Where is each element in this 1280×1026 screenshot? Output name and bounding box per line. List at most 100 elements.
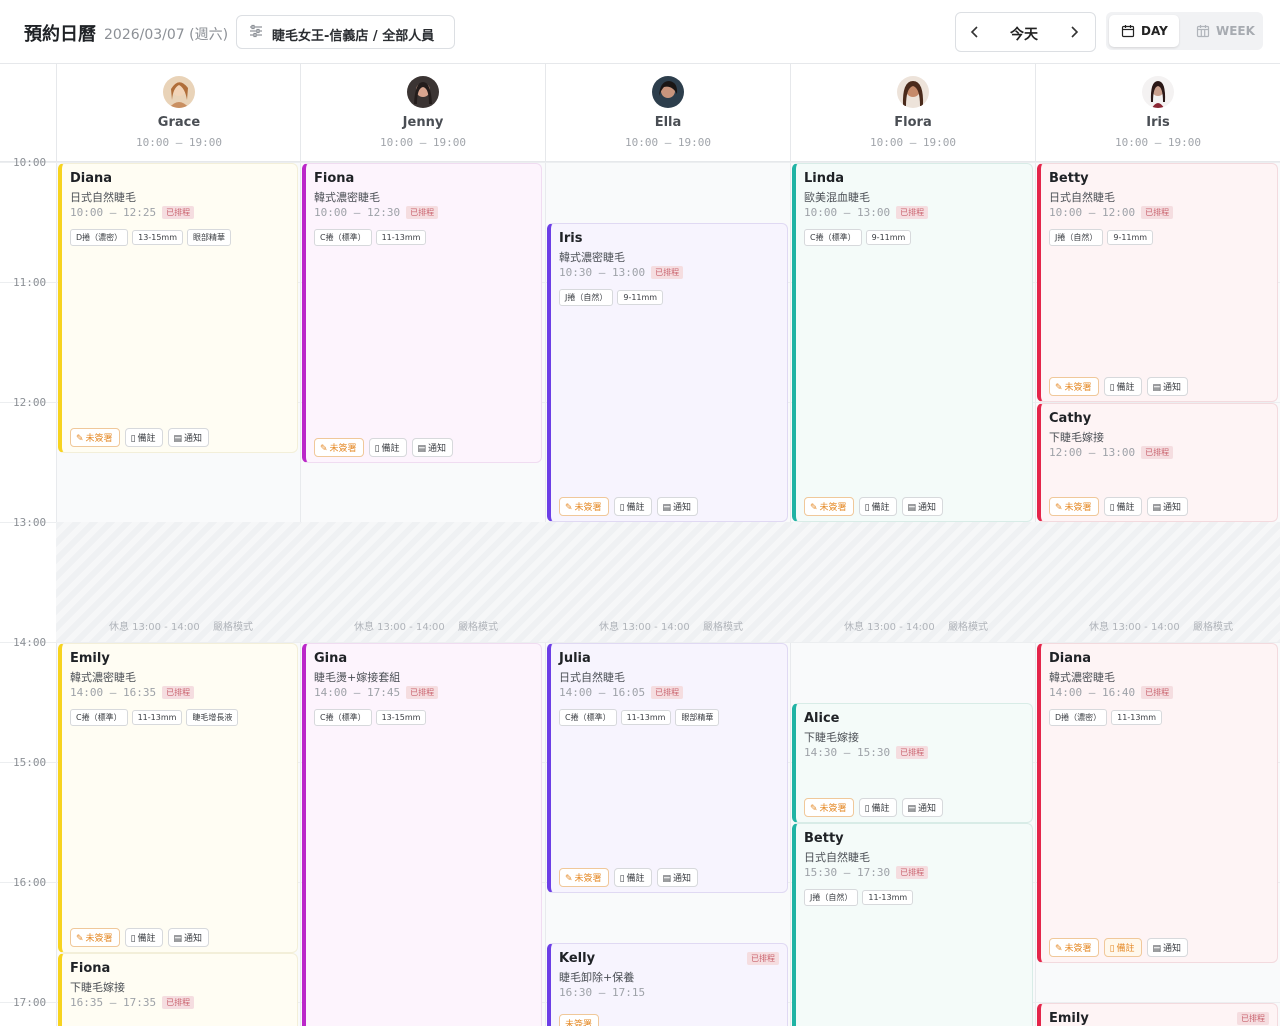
appointment-time: 14:00 – 17:45 已排程 bbox=[314, 686, 439, 699]
message-icon: ▤ bbox=[1152, 503, 1162, 513]
sign-button[interactable]: ✎ 未簽署 bbox=[70, 428, 120, 447]
length-tag: 9-11mm bbox=[865, 230, 912, 245]
sign-button[interactable]: ✎ 未簽署 bbox=[559, 868, 609, 887]
time-range: 10:00 – 12:00 bbox=[1049, 206, 1136, 219]
appointment-actions: ✎ 未簽署 ▯ 備註 ▤ 通知 bbox=[804, 796, 948, 817]
appointment-actions: ✎ 未簽署 ▯ 備註 ▤ 通知 bbox=[1049, 936, 1193, 957]
time-range: 10:00 – 12:30 bbox=[314, 206, 401, 219]
time-label: 13:00 bbox=[13, 516, 47, 529]
appointment-card[interactable]: Alice 下睫毛嫁接 14:30 – 15:30 已排程 ✎ 未簽署 ▯ 備註 ▤ 通知 bbox=[792, 703, 1033, 823]
sign-button[interactable]: ✎ 未簽署 bbox=[1049, 377, 1099, 396]
notify-button[interactable]: ▤ 通知 bbox=[656, 497, 699, 516]
note-button[interactable]: ▯ 備註 bbox=[1103, 497, 1142, 516]
appointment-card[interactable]: Julia 日式自然睫毛 14:00 – 16:05 已排程 C捲（標準） 11-1… bbox=[547, 643, 788, 893]
note-button[interactable]: ▯ 備註 bbox=[1103, 377, 1142, 396]
time-label: 11:00 bbox=[13, 276, 47, 289]
sign-button[interactable]: ✎ 未簽署 bbox=[804, 497, 854, 516]
notify-button[interactable]: ▤ 通知 bbox=[167, 928, 210, 947]
appointment-time: 14:00 – 16:40 已排程 bbox=[1049, 686, 1174, 699]
customer-name: Alice bbox=[804, 711, 840, 726]
appointment-card[interactable]: Cathy 下睫毛嫁接 12:00 – 13:00 已排程 ✎ 未簽署 ▯ 備註 ▤ 通知 bbox=[1037, 403, 1278, 522]
notify-button[interactable]: ▤ 通知 bbox=[411, 438, 454, 457]
appointment-card[interactable]: Emily 韓式濃密睫毛 14:00 – 16:35 已排程 C捲（標準） 11-1… bbox=[58, 643, 298, 953]
status-badge: 已排程 bbox=[162, 686, 195, 699]
notify-button[interactable]: ▤ 通知 bbox=[1146, 377, 1189, 396]
appointment-card[interactable]: Fiona 下睫毛嫁接 16:35 – 17:35 已排程 bbox=[58, 953, 298, 1026]
note-label: 備註 bbox=[137, 934, 156, 944]
curl-tag: J捲（自然） bbox=[804, 889, 859, 906]
appointment-card[interactable]: Diana 日式自然睫毛 10:00 – 12:25 已排程 D捲（濃密） 13-1… bbox=[58, 163, 298, 453]
sign-button[interactable]: ✎ 未簽署 bbox=[1049, 938, 1099, 957]
message-icon: ▤ bbox=[417, 444, 427, 454]
staff-column-header[interactable]: Flora 10:00 – 19:00 bbox=[790, 64, 1035, 162]
appointment-card[interactable]: Diana 韓式濃密睫毛 14:00 – 16:40 已排程 D捲（濃密） 11-1… bbox=[1037, 643, 1278, 963]
filter-sliders-icon bbox=[250, 24, 262, 38]
note-button[interactable]: ▯ 備註 bbox=[613, 497, 652, 516]
time-range: 14:00 – 17:45 bbox=[314, 686, 401, 699]
sign-button[interactable]: ✎ 未簽署 bbox=[70, 928, 120, 947]
note-button[interactable]: ▯ 備註 bbox=[368, 438, 407, 457]
status-badge: 已排程 bbox=[406, 206, 439, 219]
staff-column-header[interactable]: Ella 10:00 – 19:00 bbox=[545, 64, 790, 162]
note-button[interactable]: ▯ 備註 bbox=[613, 868, 652, 887]
note-button[interactable]: ▯ 備註 bbox=[858, 497, 897, 516]
notify-button[interactable]: ▤ 通知 bbox=[167, 428, 210, 447]
notify-button[interactable]: ▤ 通知 bbox=[1146, 938, 1189, 957]
status-badge: 已排程 bbox=[651, 266, 684, 279]
note-icon: ▯ bbox=[130, 434, 136, 444]
service-name: 下睫毛嫁接 bbox=[70, 981, 125, 994]
notify-button[interactable]: ▤ 通知 bbox=[656, 868, 699, 887]
unsigned-badge[interactable]: 未簽署 bbox=[559, 1014, 600, 1026]
note-button[interactable]: ▯ 備註 bbox=[1103, 938, 1142, 957]
schedule-grid: 休息 13:00 - 14:00 嚴格模式 休息 13:00 - 14:00 嚴… bbox=[0, 156, 1280, 1026]
appointment-card[interactable]: Iris 韓式濃密睫毛 10:30 – 13:00 已排程 J捲（自然） 9-11m… bbox=[547, 223, 788, 522]
staff-column-header[interactable]: Iris 10:00 – 19:00 bbox=[1035, 64, 1280, 162]
tab-week[interactable]: WEEK bbox=[1184, 15, 1260, 47]
time-label: 10:00 bbox=[13, 156, 47, 169]
sign-button[interactable]: ✎ 未簽署 bbox=[1049, 497, 1099, 516]
staff-name: Jenny bbox=[402, 115, 444, 130]
note-button[interactable]: ▯ 備註 bbox=[124, 928, 163, 947]
tag-list: C捲（標準） 13-15mm bbox=[314, 705, 430, 726]
note-icon: ▯ bbox=[374, 444, 380, 454]
status-badge: 已排程 bbox=[1141, 446, 1174, 459]
notify-button[interactable]: ▤ 通知 bbox=[1146, 497, 1189, 516]
tab-day[interactable]: DAY bbox=[1109, 15, 1179, 47]
sign-button[interactable]: ✎ 未簽署 bbox=[314, 438, 364, 457]
pen-icon: ✎ bbox=[810, 503, 818, 513]
customer-name: Fiona bbox=[314, 171, 355, 186]
notify-label: 通知 bbox=[673, 503, 692, 513]
status-badge: 已排程 bbox=[162, 996, 195, 1009]
store-staff-filter-button[interactable]: 睫毛女王-信義店 / 全部人員 bbox=[236, 15, 455, 49]
hour-line bbox=[0, 162, 1280, 163]
staff-column-header[interactable]: Grace 10:00 – 19:00 bbox=[56, 64, 301, 162]
notify-button[interactable]: ▤ 通知 bbox=[901, 798, 944, 817]
time-range: 14:30 – 15:30 bbox=[804, 746, 891, 759]
length-tag: 11-13mm bbox=[1111, 710, 1163, 725]
notify-button[interactable]: ▤ 通知 bbox=[901, 497, 944, 516]
sign-button[interactable]: ✎ 未簽署 bbox=[804, 798, 854, 817]
appointment-card[interactable]: Fiona 韓式濃密睫毛 10:00 – 12:30 已排程 C捲（標準） 11-1… bbox=[302, 163, 542, 463]
sign-button[interactable]: ✎ 未簽署 bbox=[559, 497, 609, 516]
appointment-card[interactable]: Betty 日式自然睫毛 10:00 – 12:00 已排程 J捲（自然） 9-11… bbox=[1037, 163, 1278, 402]
notify-label: 通知 bbox=[184, 934, 203, 944]
break-label: 休息 13:00 - 14:00 bbox=[844, 622, 935, 633]
appointment-time: 10:30 – 13:00 已排程 bbox=[559, 266, 684, 279]
today-button[interactable]: 今天 bbox=[1010, 27, 1038, 43]
chevron-right-icon[interactable] bbox=[1065, 23, 1083, 41]
pen-icon: ✎ bbox=[810, 804, 818, 814]
note-button[interactable]: ▯ 備註 bbox=[124, 428, 163, 447]
chevron-left-icon[interactable] bbox=[966, 23, 984, 41]
appointment-card[interactable]: Betty 日式自然睫毛 15:30 – 17:30 已排程 J捲（自然） 11-1… bbox=[792, 823, 1033, 1026]
note-button[interactable]: ▯ 備註 bbox=[858, 798, 897, 817]
customer-name: Betty bbox=[804, 831, 844, 846]
appointment-card[interactable]: Gina 睫毛燙+嫁接套組 14:00 – 17:45 已排程 C捲（標準） 13-… bbox=[302, 643, 542, 1026]
sign-label: 未簽署 bbox=[85, 934, 113, 944]
hour-line bbox=[0, 642, 1280, 643]
appointment-card[interactable]: Kelly 已排程 睫毛卸除+保養 16:30 – 17:15 未簽署 bbox=[547, 943, 788, 1026]
staff-column-header[interactable]: Jenny 10:00 – 19:00 bbox=[300, 64, 545, 162]
appointment-card[interactable]: Linda 歐美混血睫毛 10:00 – 13:00 已排程 C捲（標準） 9-11… bbox=[792, 163, 1033, 522]
appointment-card[interactable]: Emily 已排程 bbox=[1037, 1003, 1278, 1026]
length-tag: 9-11mm bbox=[617, 290, 664, 305]
tag-list: C捲（標準） 11-13mm bbox=[314, 225, 430, 246]
